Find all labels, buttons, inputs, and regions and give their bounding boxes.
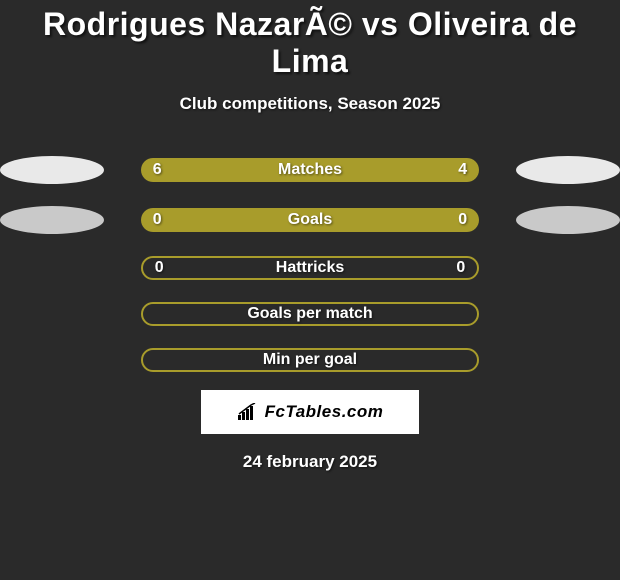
snapshot-date: 24 february 2025 [0, 452, 620, 472]
stat-left-value: 0 [155, 259, 164, 277]
stat-row: 0 Hattricks 0 [0, 256, 620, 280]
comparison-title: Rodrigues NazarÃ© vs Oliveira de Lima [0, 0, 620, 80]
stat-label: Min per goal [263, 351, 357, 369]
stat-label: Goals [288, 211, 332, 229]
player-left-marker [0, 156, 104, 184]
bars-icon [237, 403, 259, 421]
fctables-logo: FcTables.com [201, 390, 419, 434]
stat-pill: Min per goal [141, 348, 479, 372]
stat-row: 0 Goals 0 [0, 206, 620, 234]
stat-row: 6 Matches 4 [0, 156, 620, 184]
stat-row: Min per goal [0, 348, 620, 372]
stat-label: Matches [278, 161, 342, 179]
stat-right-value: 0 [456, 259, 465, 277]
player-right-marker [516, 156, 620, 184]
stat-right-value: 0 [458, 211, 467, 229]
stat-pill: 0 Hattricks 0 [141, 256, 479, 280]
stat-label: Hattricks [276, 259, 344, 277]
stat-right-value: 4 [458, 161, 467, 179]
stat-label: Goals per match [247, 305, 372, 323]
stat-pill: Goals per match [141, 302, 479, 326]
stat-left-value: 0 [153, 211, 162, 229]
stat-left-value: 6 [153, 161, 162, 179]
player-right-marker [516, 206, 620, 234]
player-left-marker [0, 206, 104, 234]
stat-rows: 6 Matches 4 0 Goals 0 0 Hattricks 0 Goals per mat… [0, 156, 620, 372]
stat-pill: 0 Goals 0 [141, 208, 479, 232]
stat-pill: 6 Matches 4 [141, 158, 479, 182]
logo-text: FcTables.com [265, 402, 384, 422]
comparison-subtitle: Club competitions, Season 2025 [0, 94, 620, 114]
stat-row: Goals per match [0, 302, 620, 326]
